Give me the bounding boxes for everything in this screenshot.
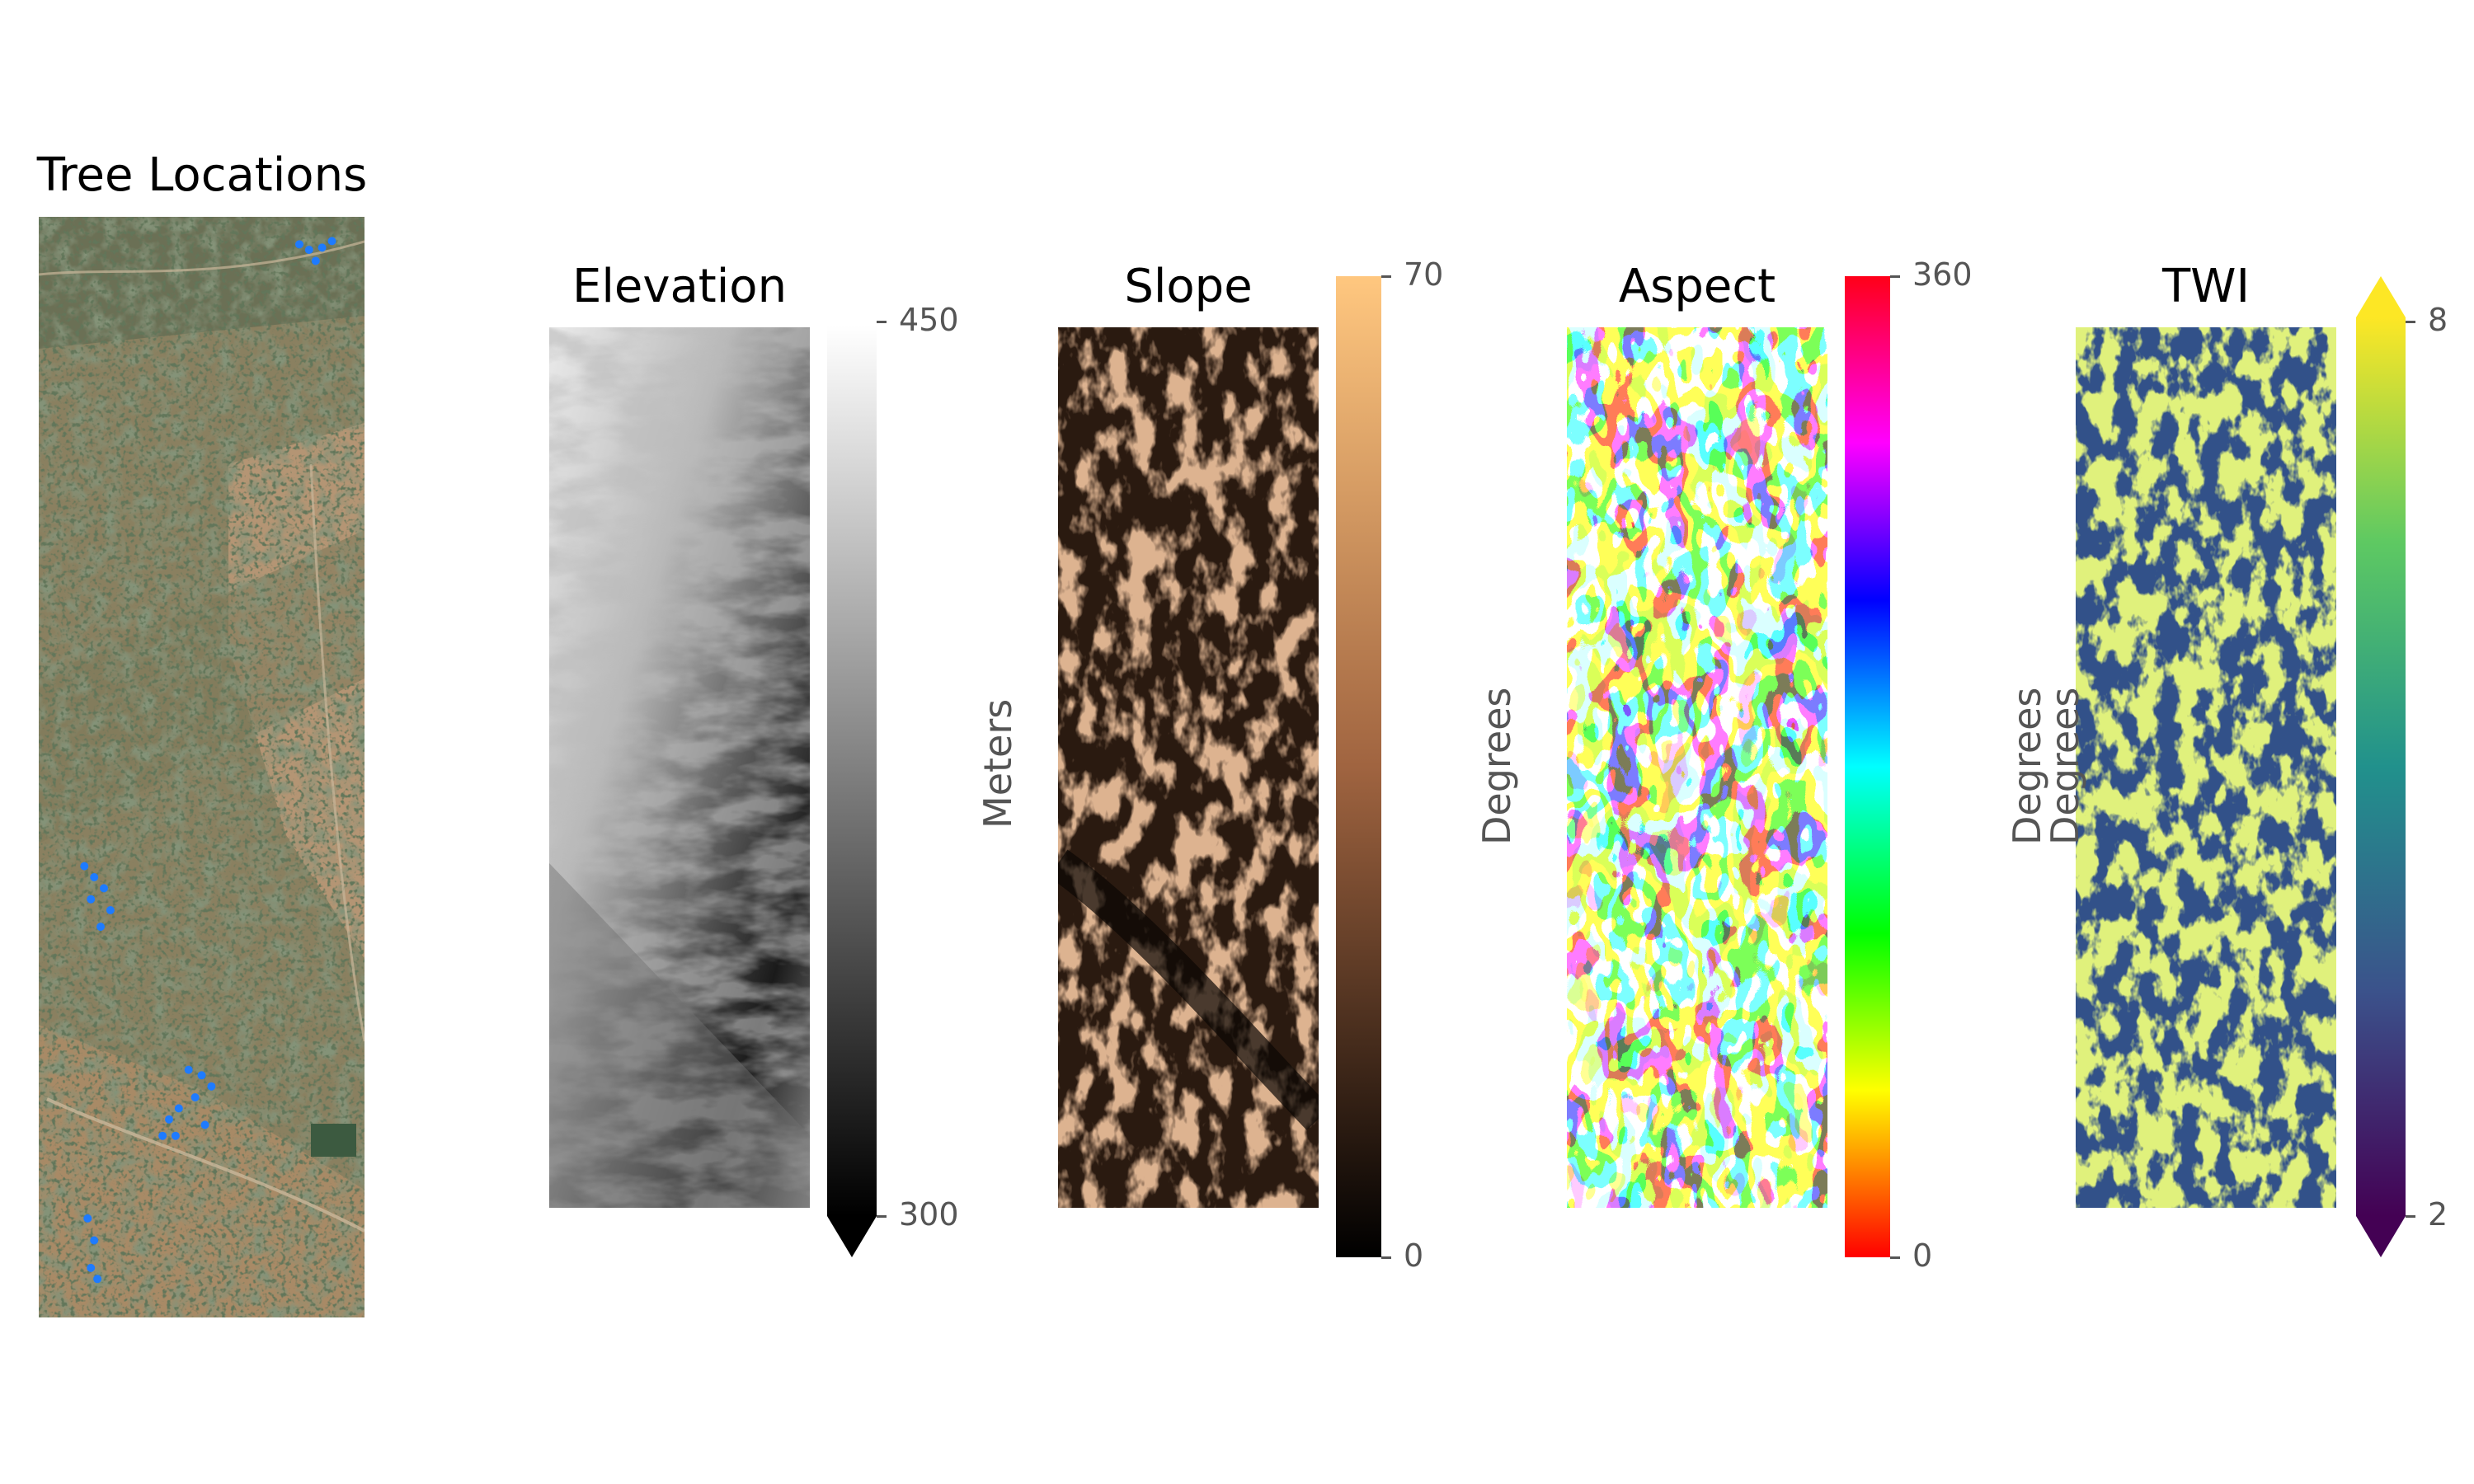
elevation-tick-min <box>877 1215 887 1218</box>
tree-point <box>295 240 303 249</box>
tree-point <box>327 237 336 246</box>
tree-point <box>190 1093 200 1101</box>
tree-point <box>90 1236 99 1245</box>
twi-tick-max <box>2406 321 2415 323</box>
elevation-tick-max-label: 450 <box>899 302 959 338</box>
elevation-colorbar-label: Meters <box>976 698 1020 829</box>
slope-colorbar-label: Degrees <box>1475 687 1519 845</box>
tree-point <box>200 1120 209 1129</box>
slope-tick-max <box>1381 275 1391 278</box>
tree-point <box>106 906 115 914</box>
extend-max-triangle <box>2356 276 2406 317</box>
tree-point <box>87 1263 96 1272</box>
twi-tick-max-label: 8 <box>2428 302 2448 338</box>
aspect-map <box>1567 327 1827 1208</box>
aspect-tick-min-label: 0 <box>1912 1237 1933 1274</box>
aspect-tick-max <box>1890 275 1900 278</box>
tree-point <box>184 1065 193 1074</box>
tree-point <box>90 873 99 881</box>
extend-min-triangle <box>827 1216 877 1257</box>
tree-point <box>158 1131 167 1140</box>
slope-tick-max-label: 70 <box>1404 256 1444 293</box>
elevation-colorbar <box>827 326 877 1257</box>
satellite-image-svg <box>39 217 365 1317</box>
panel-title-twi: TWI <box>2161 260 2251 313</box>
tree-point <box>83 1214 92 1223</box>
twi-colorbar <box>2356 276 2406 1257</box>
slope-map <box>1058 327 1319 1208</box>
panel-title-tree-locations: Tree Locations <box>36 148 368 202</box>
aspect-tick-max-label: 360 <box>1912 256 1973 293</box>
tree-point <box>165 1115 173 1124</box>
tree-point <box>197 1071 206 1080</box>
aspect-tick-min <box>1890 1256 1900 1259</box>
tree-point <box>317 243 327 252</box>
tree-point <box>207 1082 216 1091</box>
tree-point <box>304 246 313 254</box>
twi-map <box>2076 327 2336 1208</box>
tree-point <box>93 1275 102 1284</box>
tree-point <box>80 862 89 871</box>
slope-tick-min-label: 0 <box>1404 1237 1424 1274</box>
satellite-image <box>39 217 365 1317</box>
tree-point <box>96 923 105 932</box>
twi-tick-min-label: 2 <box>2428 1196 2448 1233</box>
elevation-tick-min-label: 300 <box>899 1196 959 1233</box>
tree-point <box>87 895 96 904</box>
elevation-map <box>549 327 810 1208</box>
aspect-colorbar <box>1845 276 1890 1257</box>
panel-title-elevation: Elevation <box>571 260 788 313</box>
elevation-tick-max <box>877 321 887 323</box>
tree-point <box>311 256 320 265</box>
slope-colorbar <box>1336 276 1381 1257</box>
panel-title-slope: Slope <box>1124 260 1253 313</box>
tree-point <box>171 1131 180 1140</box>
slope-tick-min <box>1381 1256 1391 1259</box>
tree-point <box>100 884 108 893</box>
twi-colorbar-label: Degrees <box>2043 687 2087 845</box>
panel-title-aspect: Aspect <box>1618 260 1776 313</box>
extend-min-triangle <box>2356 1216 2406 1257</box>
twi-tick-min <box>2406 1215 2415 1218</box>
tree-point <box>174 1104 183 1113</box>
